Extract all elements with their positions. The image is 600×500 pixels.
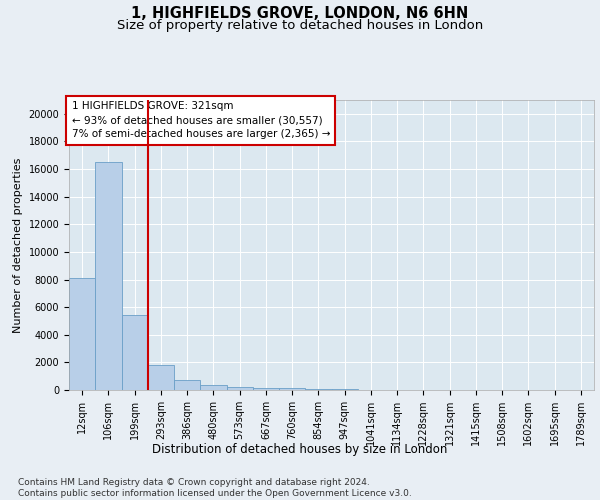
Bar [279, 388, 305, 390]
Text: Distribution of detached houses by size in London: Distribution of detached houses by size … [152, 442, 448, 456]
Bar [121, 316, 148, 390]
Bar [200, 386, 227, 390]
Y-axis label: Number of detached properties: Number of detached properties [13, 158, 23, 332]
Text: Size of property relative to detached houses in London: Size of property relative to detached ho… [117, 19, 483, 32]
Text: Contains HM Land Registry data © Crown copyright and database right 2024.
Contai: Contains HM Land Registry data © Crown c… [18, 478, 412, 498]
Text: 1, HIGHFIELDS GROVE, LONDON, N6 6HN: 1, HIGHFIELDS GROVE, LONDON, N6 6HN [131, 6, 469, 22]
Bar [174, 380, 200, 390]
Bar [253, 388, 279, 390]
Bar [227, 387, 253, 390]
Bar [69, 278, 95, 390]
Bar [305, 389, 331, 390]
Bar [148, 365, 174, 390]
Bar [95, 162, 121, 390]
Text: 1 HIGHFIELDS GROVE: 321sqm
← 93% of detached houses are smaller (30,557)
7% of s: 1 HIGHFIELDS GROVE: 321sqm ← 93% of deta… [71, 102, 330, 140]
